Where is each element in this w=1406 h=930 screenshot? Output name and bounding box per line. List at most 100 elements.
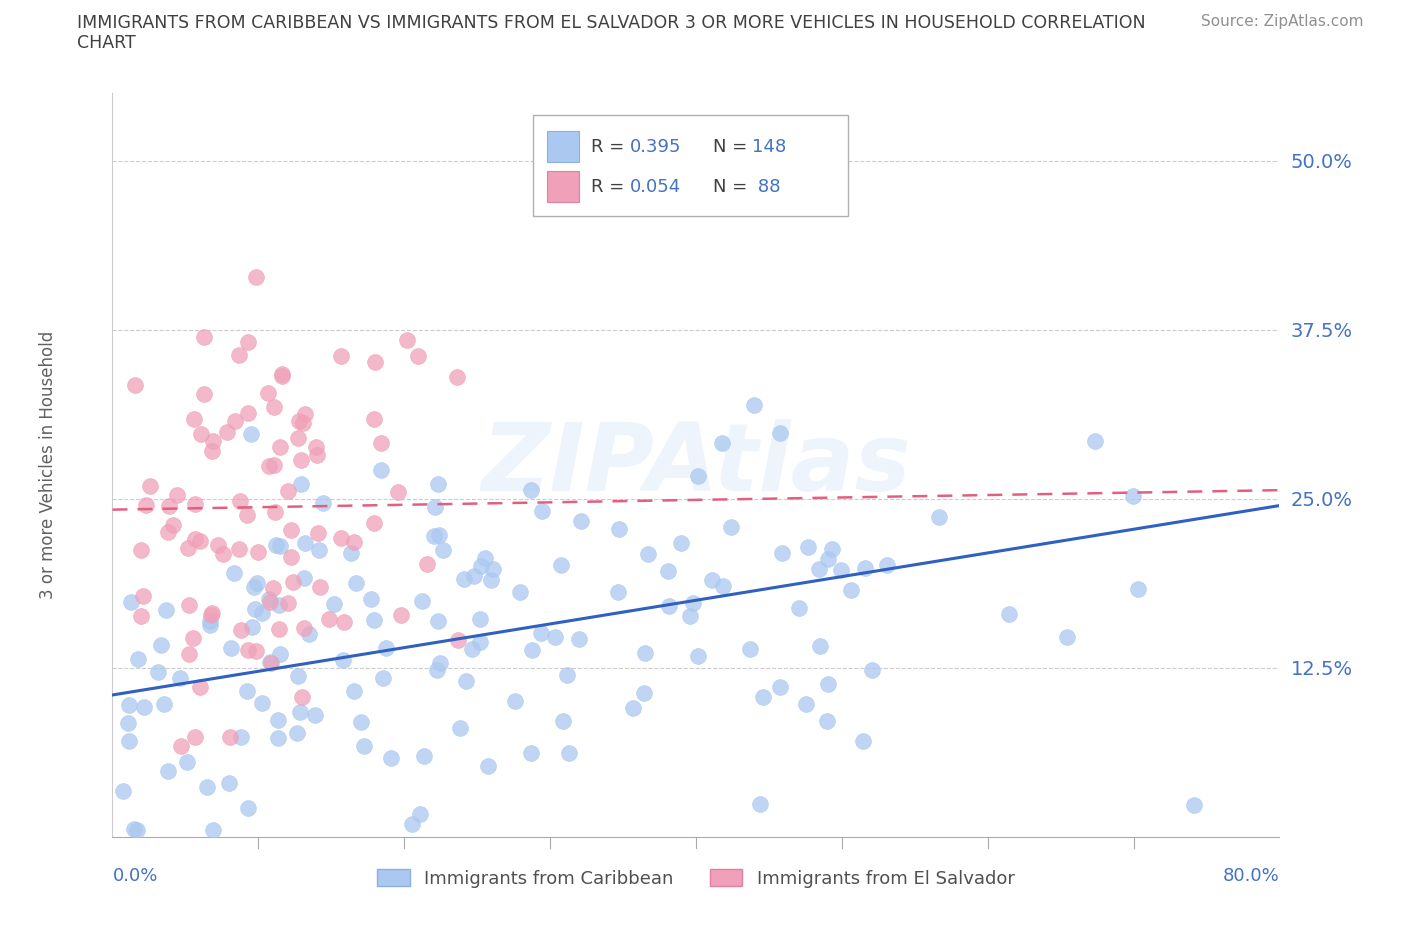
Point (269, 538, 291, 553)
Point (263, 505, 285, 520)
Point (184, 532, 207, 547)
Text: 0.054: 0.054 (630, 178, 681, 195)
Point (218, 729, 240, 744)
Point (789, 601, 811, 616)
Point (229, 494, 252, 509)
Point (332, 652, 354, 667)
Point (423, 528, 446, 543)
Point (150, 637, 173, 652)
Point (830, 563, 852, 578)
Point (291, 690, 314, 705)
Point (740, 642, 762, 657)
Text: Source: ZipAtlas.com: Source: ZipAtlas.com (1201, 14, 1364, 29)
Point (201, 444, 224, 458)
Point (281, 575, 304, 590)
Point (157, 525, 180, 539)
Point (426, 613, 449, 628)
Point (200, 607, 222, 622)
FancyBboxPatch shape (533, 115, 848, 216)
Point (184, 729, 207, 744)
Text: CHART: CHART (77, 34, 136, 52)
Point (236, 800, 259, 815)
Point (389, 607, 412, 622)
FancyBboxPatch shape (547, 171, 579, 203)
Point (135, 498, 157, 512)
Point (1126, 581, 1149, 596)
Point (679, 608, 702, 623)
Point (229, 730, 252, 745)
Point (808, 562, 831, 577)
Point (461, 642, 484, 657)
Point (446, 369, 468, 384)
Point (264, 538, 287, 552)
Point (270, 368, 292, 383)
Point (177, 540, 200, 555)
Point (340, 546, 363, 561)
Point (470, 559, 492, 574)
Point (752, 690, 775, 705)
Point (117, 715, 139, 730)
Point (770, 545, 793, 560)
Point (550, 558, 572, 573)
Point (711, 578, 734, 593)
Point (181, 631, 204, 645)
Point (426, 662, 449, 677)
Point (637, 546, 659, 561)
Point (236, 405, 259, 420)
Point (520, 483, 543, 498)
Point (166, 488, 188, 503)
Text: 88: 88 (752, 178, 780, 195)
Point (768, 680, 790, 695)
Point (363, 613, 385, 628)
Point (157, 498, 180, 513)
Point (287, 431, 309, 445)
Point (200, 618, 222, 632)
Point (215, 425, 238, 440)
Point (294, 406, 316, 421)
Point (876, 558, 898, 573)
Point (259, 656, 281, 671)
Point (267, 621, 290, 636)
FancyBboxPatch shape (547, 131, 579, 162)
Point (236, 335, 259, 350)
Point (702, 573, 724, 588)
Point (177, 646, 200, 661)
Point (124, 378, 146, 392)
Point (794, 697, 817, 711)
Point (222, 566, 245, 581)
Point (470, 611, 492, 626)
Text: IMMIGRANTS FROM CARIBBEAN VS IMMIGRANTS FROM EL SALVADOR 3 OR MORE VEHICLES IN H: IMMIGRANTS FROM CARIBBEAN VS IMMIGRANTS … (77, 14, 1146, 32)
Text: R =: R = (591, 138, 630, 155)
Point (607, 521, 630, 536)
Point (350, 715, 373, 730)
Point (329, 531, 352, 546)
Point (246, 544, 269, 559)
Point (569, 513, 592, 528)
Point (198, 613, 221, 628)
Point (710, 435, 733, 450)
Point (633, 685, 655, 700)
Point (262, 580, 284, 595)
Point (558, 746, 581, 761)
Point (169, 738, 191, 753)
Point (808, 639, 831, 654)
Point (411, 593, 433, 608)
Point (308, 579, 330, 594)
Text: 0.395: 0.395 (630, 138, 681, 155)
Text: 3 or more Vehicles in Household: 3 or more Vehicles in Household (39, 331, 58, 599)
Point (449, 721, 471, 736)
Point (503, 694, 526, 709)
Point (342, 684, 364, 698)
Point (432, 543, 454, 558)
Point (235, 508, 257, 523)
Point (371, 671, 394, 685)
Point (657, 564, 679, 578)
Point (817, 551, 839, 566)
Text: 0.0%: 0.0% (112, 867, 157, 884)
Point (240, 619, 263, 634)
Point (409, 807, 432, 822)
Point (138, 478, 160, 493)
Point (742, 397, 765, 412)
Point (190, 426, 212, 441)
Point (479, 573, 502, 588)
